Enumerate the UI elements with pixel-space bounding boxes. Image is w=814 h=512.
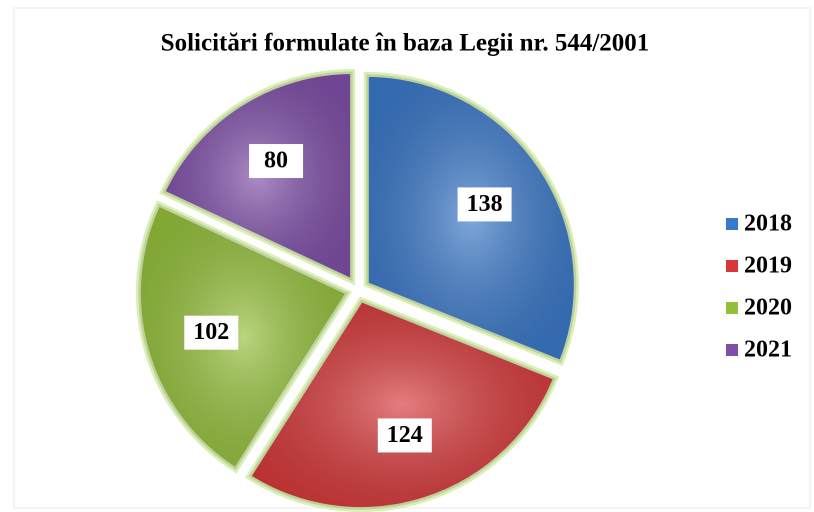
data-label-box [377, 418, 432, 453]
data-label-box [184, 315, 239, 350]
data-label: 124 [387, 422, 423, 448]
chart-title: Solicitări formulate în baza Legii nr. 5… [161, 30, 650, 57]
data-label: 138 [467, 191, 503, 217]
legend-swatch [726, 302, 738, 314]
legend-swatch [726, 260, 738, 272]
data-label: 102 [193, 319, 229, 345]
data-label: 80 [264, 148, 288, 174]
legend-label: 2019 [744, 253, 792, 279]
legend-label: 2021 [744, 337, 792, 363]
data-label-box [457, 187, 512, 222]
legend-swatch [726, 218, 738, 230]
legend-label: 2020 [744, 295, 792, 321]
data-label-box [249, 144, 304, 179]
legend-swatch [726, 344, 738, 356]
legend-label: 2018 [744, 211, 792, 237]
slice-shade [248, 299, 556, 510]
slice-shade [138, 203, 349, 471]
